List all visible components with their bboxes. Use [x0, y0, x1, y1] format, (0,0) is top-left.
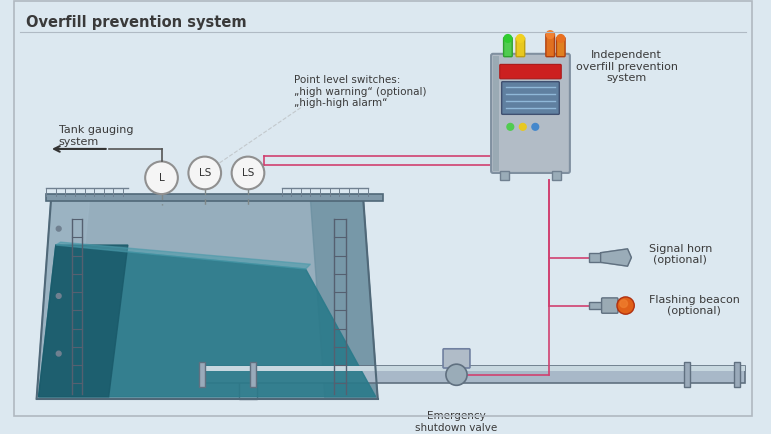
- Polygon shape: [36, 200, 89, 399]
- FancyBboxPatch shape: [200, 366, 745, 383]
- Circle shape: [547, 31, 554, 39]
- FancyBboxPatch shape: [601, 298, 618, 313]
- FancyBboxPatch shape: [443, 349, 470, 368]
- FancyBboxPatch shape: [589, 253, 601, 262]
- Circle shape: [557, 35, 564, 42]
- FancyBboxPatch shape: [493, 56, 499, 171]
- FancyBboxPatch shape: [589, 302, 603, 309]
- FancyBboxPatch shape: [557, 37, 565, 57]
- Polygon shape: [39, 245, 128, 397]
- Circle shape: [56, 351, 61, 356]
- Text: Overfill prevention system: Overfill prevention system: [26, 15, 247, 30]
- Polygon shape: [39, 245, 375, 397]
- FancyBboxPatch shape: [551, 171, 561, 180]
- FancyBboxPatch shape: [503, 37, 512, 57]
- Circle shape: [520, 123, 526, 130]
- Circle shape: [617, 297, 635, 314]
- Text: Signal horn
(optional): Signal horn (optional): [648, 244, 712, 266]
- FancyBboxPatch shape: [46, 194, 382, 201]
- Circle shape: [517, 35, 524, 42]
- Circle shape: [620, 300, 628, 307]
- FancyBboxPatch shape: [199, 362, 205, 387]
- FancyBboxPatch shape: [500, 64, 561, 79]
- Polygon shape: [36, 200, 378, 399]
- Circle shape: [532, 123, 539, 130]
- FancyBboxPatch shape: [684, 362, 690, 387]
- FancyBboxPatch shape: [500, 171, 510, 180]
- Polygon shape: [601, 249, 631, 266]
- Circle shape: [504, 35, 512, 42]
- Circle shape: [231, 157, 264, 189]
- Text: Point level switches:
„high warning“ (optional)
„high-high alarm“: Point level switches: „high warning“ (op…: [294, 75, 426, 108]
- Circle shape: [507, 123, 513, 130]
- Polygon shape: [56, 242, 311, 269]
- FancyBboxPatch shape: [491, 54, 570, 173]
- FancyBboxPatch shape: [516, 37, 525, 57]
- Circle shape: [56, 226, 61, 231]
- FancyBboxPatch shape: [250, 362, 256, 387]
- FancyBboxPatch shape: [239, 375, 257, 399]
- Circle shape: [188, 157, 221, 189]
- FancyBboxPatch shape: [546, 33, 554, 57]
- Circle shape: [446, 364, 467, 385]
- Text: LS: LS: [199, 168, 211, 178]
- Polygon shape: [311, 200, 378, 399]
- Text: LS: LS: [242, 168, 254, 178]
- Text: Tank gauging
system: Tank gauging system: [59, 125, 133, 147]
- Circle shape: [145, 161, 178, 194]
- FancyBboxPatch shape: [502, 82, 559, 114]
- Text: Independent
overfill prevention
system: Independent overfill prevention system: [576, 50, 678, 83]
- Circle shape: [56, 293, 61, 298]
- Text: Flashing beacon
(optional): Flashing beacon (optional): [648, 295, 739, 316]
- FancyBboxPatch shape: [200, 366, 745, 371]
- Text: L: L: [159, 173, 164, 183]
- Text: Emergency
shutdown valve: Emergency shutdown valve: [416, 411, 497, 433]
- FancyBboxPatch shape: [734, 362, 740, 387]
